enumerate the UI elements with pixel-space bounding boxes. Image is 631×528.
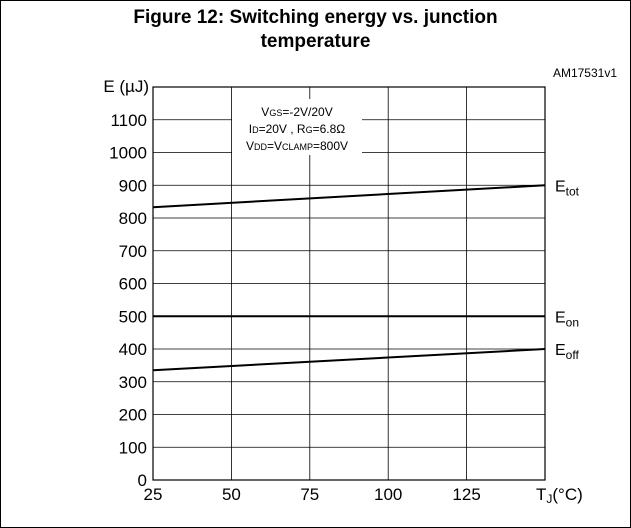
x-tick-label: 75 [300,485,319,504]
y-tick-label: 800 [119,209,147,228]
x-axis-label: TJ(°C) [536,485,583,506]
x-tick-label: 50 [222,485,241,504]
y-tick-label: 900 [119,176,147,195]
y-axis-label: E (µJ) [103,77,149,96]
figure-title-line1: Figure 12: Switching energy vs. junction [133,7,498,28]
x-tick-label: 125 [452,485,480,504]
y-tick-label: 100 [119,438,147,457]
x-tick-label: 25 [144,485,163,504]
condition-line: VGS=-2V/20V [261,105,332,119]
y-tick-label: 400 [119,340,147,359]
series-line-off [152,348,546,372]
figure-title: Figure 12: Switching energy vs. junction… [0,6,631,54]
plot-area-border [152,86,546,481]
conditions-box [232,99,362,155]
series-label-on: Eon [555,309,579,329]
y-tick-label: 600 [119,275,147,294]
condition-line: ID=20V , RG=6.8Ω [249,122,346,136]
y-tick-label: 200 [119,406,147,425]
y-tick-label: 1000 [109,144,147,163]
x-tick-label: 100 [374,485,402,504]
series-line-tot [152,184,546,209]
y-tick-label: 700 [119,242,147,261]
figure-title-line2: temperature [260,31,371,52]
figure-reference: AM17531v1 [552,66,617,80]
series-label-tot: Etot [555,178,580,198]
condition-line: VDD=VCLAMP=800V [246,139,348,153]
y-tick-label: 500 [119,307,147,326]
series-label-off: Eoff [555,342,579,362]
y-tick-label: 0 [138,471,147,490]
y-tick-label: 1100 [110,111,147,130]
y-tick-label: 300 [119,373,147,392]
